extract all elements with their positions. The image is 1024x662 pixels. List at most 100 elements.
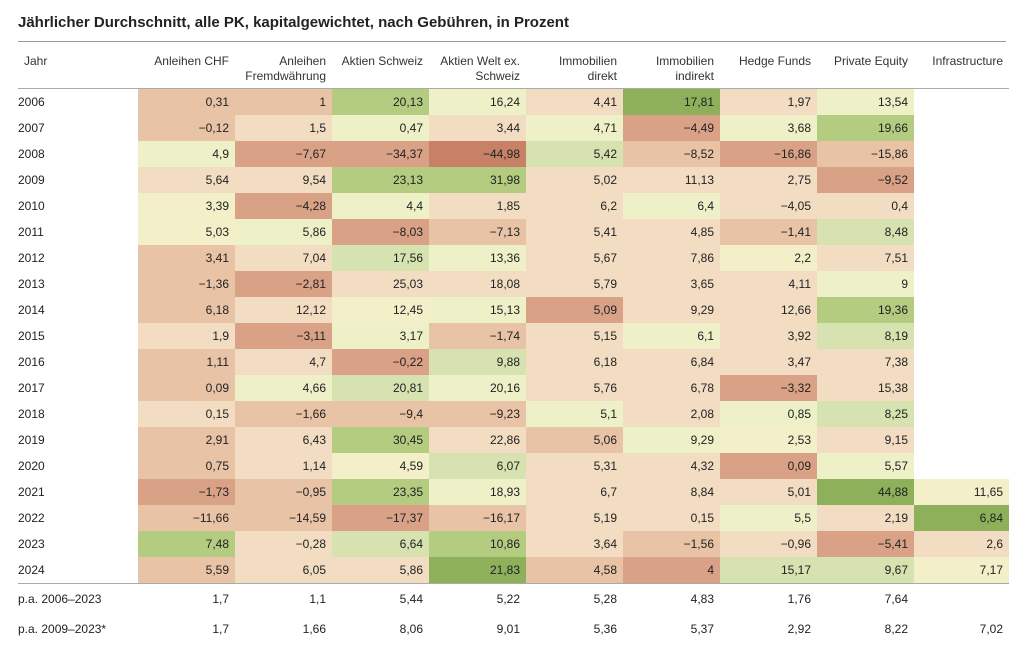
- value-cell: −4,28: [235, 193, 332, 219]
- value-cell: 3,41: [138, 245, 235, 271]
- value-cell: [914, 167, 1009, 193]
- summary-value-cell: 7,02: [914, 614, 1009, 644]
- value-cell: 0,09: [138, 375, 235, 401]
- value-cell: −8,52: [623, 141, 720, 167]
- value-cell: 9: [817, 271, 914, 297]
- summary-row: p.a. 2006–20231,71,15,445,225,284,831,76…: [18, 584, 1009, 615]
- summary-value-cell: 5,28: [526, 584, 623, 615]
- value-cell: −1,74: [429, 323, 526, 349]
- value-cell: 0,15: [623, 505, 720, 531]
- value-cell: 6,1: [623, 323, 720, 349]
- column-header: Aktien Welt ex.Schweiz: [429, 42, 526, 89]
- table-row: 20146,1812,1212,4515,135,099,2912,6619,3…: [18, 297, 1009, 323]
- table-row: 20084,9−7,67−34,37−44,985,42−8,52−16,86−…: [18, 141, 1009, 167]
- value-cell: −3,11: [235, 323, 332, 349]
- value-cell: −14,59: [235, 505, 332, 531]
- value-cell: 19,66: [817, 115, 914, 141]
- value-cell: −1,66: [235, 401, 332, 427]
- year-cell: 2012: [18, 245, 138, 271]
- year-cell: 2013: [18, 271, 138, 297]
- value-cell: 6,07: [429, 453, 526, 479]
- value-cell: 6,84: [914, 505, 1009, 531]
- table-row: 20095,649,5423,1331,985,0211,132,75−9,52: [18, 167, 1009, 193]
- year-cell: 2011: [18, 219, 138, 245]
- value-cell: −0,96: [720, 531, 817, 557]
- value-cell: 1,9: [138, 323, 235, 349]
- table-row: 20123,417,0417,5613,365,677,862,27,51: [18, 245, 1009, 271]
- column-header: Aktien Schweiz: [332, 42, 429, 89]
- value-cell: 5,59: [138, 557, 235, 584]
- value-cell: 8,19: [817, 323, 914, 349]
- table-row: 20200,751,144,596,075,314,320,095,57: [18, 453, 1009, 479]
- value-cell: 5,09: [526, 297, 623, 323]
- value-cell: 6,7: [526, 479, 623, 505]
- value-cell: [914, 401, 1009, 427]
- value-cell: 4,7: [235, 349, 332, 375]
- value-cell: 9,67: [817, 557, 914, 584]
- value-cell: −4,05: [720, 193, 817, 219]
- value-cell: 5,15: [526, 323, 623, 349]
- value-cell: −0,95: [235, 479, 332, 505]
- value-cell: −9,23: [429, 401, 526, 427]
- value-cell: [914, 349, 1009, 375]
- value-cell: 15,13: [429, 297, 526, 323]
- year-cell: 2024: [18, 557, 138, 584]
- value-cell: 5,06: [526, 427, 623, 453]
- year-cell: 2019: [18, 427, 138, 453]
- year-cell: 2022: [18, 505, 138, 531]
- summary-value-cell: 1,66: [235, 614, 332, 644]
- summary-value-cell: 1,1: [235, 584, 332, 615]
- returns-heatmap-table: JahrAnleihen CHFAnleihenFremdwährungAkti…: [18, 42, 1009, 644]
- year-cell: 2023: [18, 531, 138, 557]
- summary-value-cell: 5,37: [623, 614, 720, 644]
- value-cell: 6,84: [623, 349, 720, 375]
- value-cell: 4,85: [623, 219, 720, 245]
- value-cell: 4,58: [526, 557, 623, 584]
- summary-value-cell: 2,92: [720, 614, 817, 644]
- value-cell: 1,5: [235, 115, 332, 141]
- year-cell: 2017: [18, 375, 138, 401]
- value-cell: −1,41: [720, 219, 817, 245]
- value-cell: 20,81: [332, 375, 429, 401]
- value-cell: −1,73: [138, 479, 235, 505]
- value-cell: 9,15: [817, 427, 914, 453]
- value-cell: 16,24: [429, 89, 526, 116]
- summary-value-cell: 5,36: [526, 614, 623, 644]
- value-cell: [914, 323, 1009, 349]
- year-cell: 2014: [18, 297, 138, 323]
- table-row: 20245,596,055,8621,834,58415,179,677,17: [18, 557, 1009, 584]
- value-cell: 9,29: [623, 297, 720, 323]
- year-cell: 2015: [18, 323, 138, 349]
- value-cell: 9,54: [235, 167, 332, 193]
- value-cell: 6,64: [332, 531, 429, 557]
- value-cell: −1,36: [138, 271, 235, 297]
- value-cell: 0,75: [138, 453, 235, 479]
- value-cell: −9,52: [817, 167, 914, 193]
- summary-value-cell: [914, 584, 1009, 615]
- value-cell: 3,92: [720, 323, 817, 349]
- year-cell: 2007: [18, 115, 138, 141]
- value-cell: 44,88: [817, 479, 914, 505]
- column-header: Hedge Funds: [720, 42, 817, 89]
- table-row: 2007−0,121,50,473,444,71−4,493,6819,66: [18, 115, 1009, 141]
- value-cell: 3,47: [720, 349, 817, 375]
- value-cell: 2,91: [138, 427, 235, 453]
- summary-value-cell: 8,22: [817, 614, 914, 644]
- value-cell: 12,66: [720, 297, 817, 323]
- value-cell: 5,79: [526, 271, 623, 297]
- value-cell: 30,45: [332, 427, 429, 453]
- value-cell: 6,18: [526, 349, 623, 375]
- value-cell: 7,17: [914, 557, 1009, 584]
- value-cell: 1: [235, 89, 332, 116]
- value-cell: 5,67: [526, 245, 623, 271]
- summary-value-cell: 5,44: [332, 584, 429, 615]
- value-cell: 5,41: [526, 219, 623, 245]
- value-cell: 5,57: [817, 453, 914, 479]
- value-cell: 0,09: [720, 453, 817, 479]
- value-cell: [914, 375, 1009, 401]
- value-cell: 5,76: [526, 375, 623, 401]
- table-row: 20170,094,6620,8120,165,766,78−3,3215,38: [18, 375, 1009, 401]
- value-cell: 1,14: [235, 453, 332, 479]
- table-row: 2013−1,36−2,8125,0318,085,793,654,119: [18, 271, 1009, 297]
- value-cell: 7,38: [817, 349, 914, 375]
